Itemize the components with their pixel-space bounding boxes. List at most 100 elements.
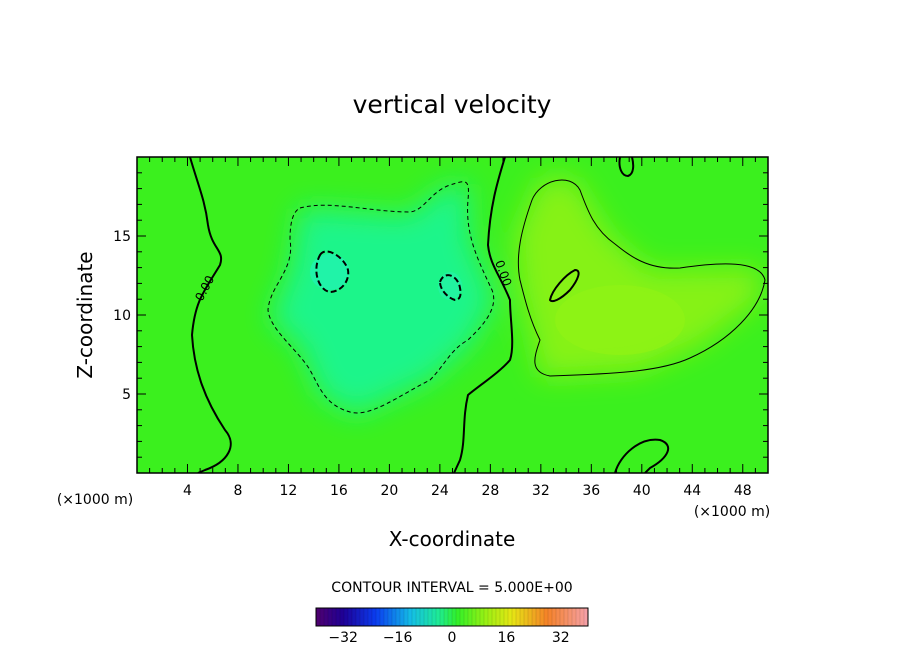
- x-unit-left: (×1000 m): [57, 492, 133, 508]
- colorbar-swatch: [388, 608, 393, 626]
- colorbar-swatch: [320, 608, 325, 626]
- colorbar-swatch: [408, 608, 413, 626]
- zero-contour-middle: [453, 157, 514, 473]
- colorbar-swatch: [412, 608, 417, 626]
- x-tick-label: 8: [233, 483, 242, 499]
- colorbar-swatch: [528, 608, 533, 626]
- colorbar-tick-label: 16: [497, 630, 515, 646]
- contour-interval: CONTOUR INTERVAL = 5.000E+00: [331, 580, 572, 596]
- positive-contour-inner: [548, 268, 580, 303]
- colorbar-swatch: [544, 608, 549, 626]
- colorbar-swatch: [484, 608, 489, 626]
- x-tick-label: 28: [481, 483, 499, 499]
- downdraft-region: [270, 182, 495, 415]
- colorbar-swatch: [448, 608, 453, 626]
- x-tick-label: 20: [380, 483, 398, 499]
- y-axis-title: Z-coordinate: [73, 251, 97, 378]
- x-tick-label: 40: [633, 483, 651, 499]
- colorbar-swatch: [396, 608, 401, 626]
- colorbar-swatch: [372, 608, 377, 626]
- colorbar-swatch: [524, 608, 529, 626]
- colorbar-swatch: [504, 608, 509, 626]
- downdraft-core-1: [310, 254, 350, 290]
- colorbar-swatch: [356, 608, 361, 626]
- colorbar-swatch: [336, 608, 341, 626]
- x-tick-label: 36: [582, 483, 600, 499]
- colorbar-swatch: [344, 608, 349, 626]
- updraft-core: [555, 285, 685, 355]
- y-tick-label: 5: [122, 387, 131, 403]
- colorbar-swatch: [380, 608, 385, 626]
- colorbar: −32 −16 0 16 32: [315, 607, 589, 646]
- colorbar-swatch: [580, 608, 585, 626]
- negative-contour-inner-1: [315, 250, 350, 294]
- x-tick-label: 4: [183, 483, 192, 499]
- colorbar-swatch: [480, 608, 485, 626]
- colorbar-swatch: [428, 608, 433, 626]
- colorbar-frame: [315, 607, 589, 627]
- x-tick-label: 44: [683, 483, 701, 499]
- x-unit-right: (×1000 m): [694, 504, 770, 520]
- colorbar-swatch: [348, 608, 353, 626]
- colorbar-swatch: [316, 608, 321, 626]
- y-tick-label: 15: [113, 229, 131, 245]
- colorbar-swatch: [584, 608, 589, 626]
- colorbar-tick-label: −32: [328, 630, 358, 646]
- colorbar-tick-label: 0: [448, 630, 457, 646]
- colorbar-swatch: [532, 608, 537, 626]
- colorbar-swatch: [488, 608, 493, 626]
- colorbar-swatch: [476, 608, 481, 626]
- colorbar-swatch: [560, 608, 565, 626]
- colorbar-swatch: [552, 608, 557, 626]
- x-tick-label: 48: [734, 483, 752, 499]
- chart-title: vertical velocity: [353, 90, 552, 119]
- colorbar-swatch: [540, 608, 545, 626]
- colorbar-swatch: [520, 608, 525, 626]
- x-tick-label: 12: [280, 483, 298, 499]
- colorbar-swatch: [368, 608, 373, 626]
- colorbar-swatch: [392, 608, 397, 626]
- colorbar-swatch: [492, 608, 497, 626]
- x-axis: 4 8 12 16 20 24 28 32 36 40 44 48: [149, 157, 756, 499]
- colorbar-swatch: [360, 608, 365, 626]
- contours: [189, 157, 766, 473]
- colorbar-swatch: [464, 608, 469, 626]
- colorbar-swatch: [384, 608, 389, 626]
- colorbar-swatch: [564, 608, 569, 626]
- positive-contour: [517, 179, 766, 377]
- zero-contour-top: [618, 157, 635, 178]
- colorbar-swatch: [340, 608, 345, 626]
- x-tick-label: 32: [532, 483, 550, 499]
- colorbar-swatch: [364, 608, 369, 626]
- colorbar-tick-label: 32: [552, 630, 570, 646]
- colorbar-swatch: [472, 608, 477, 626]
- colorbar-swatch: [332, 608, 337, 626]
- colorbar-swatch: [444, 608, 449, 626]
- colorbar-swatch: [420, 608, 425, 626]
- colorbar-swatch: [376, 608, 381, 626]
- colorbar-swatch: [512, 608, 517, 626]
- y-tick-label: 10: [113, 308, 131, 324]
- colorbar-swatch: [568, 608, 573, 626]
- colorbar-swatch: [324, 608, 329, 626]
- colorbar-swatch: [496, 608, 501, 626]
- colorbar-swatch: [424, 608, 429, 626]
- colorbar-swatch: [548, 608, 553, 626]
- colorbar-swatch: [404, 608, 409, 626]
- colorbar-swatch: [508, 608, 513, 626]
- colorbar-swatch: [576, 608, 581, 626]
- negative-contour: [267, 181, 495, 414]
- x-tick-label: 16: [330, 483, 348, 499]
- colorbar-swatch: [572, 608, 577, 626]
- colorbar-swatch: [452, 608, 457, 626]
- zero-contour-left: [189, 157, 232, 473]
- colorbar-swatch: [500, 608, 505, 626]
- colorbar-swatch: [440, 608, 445, 626]
- colorbar-swatch: [416, 608, 421, 626]
- colorbar-swatch: [432, 608, 437, 626]
- colorbar-swatch: [400, 608, 405, 626]
- y-axis: 5 10 15: [113, 172, 768, 458]
- colorbar-swatch: [352, 608, 357, 626]
- colorbar-swatch: [516, 608, 521, 626]
